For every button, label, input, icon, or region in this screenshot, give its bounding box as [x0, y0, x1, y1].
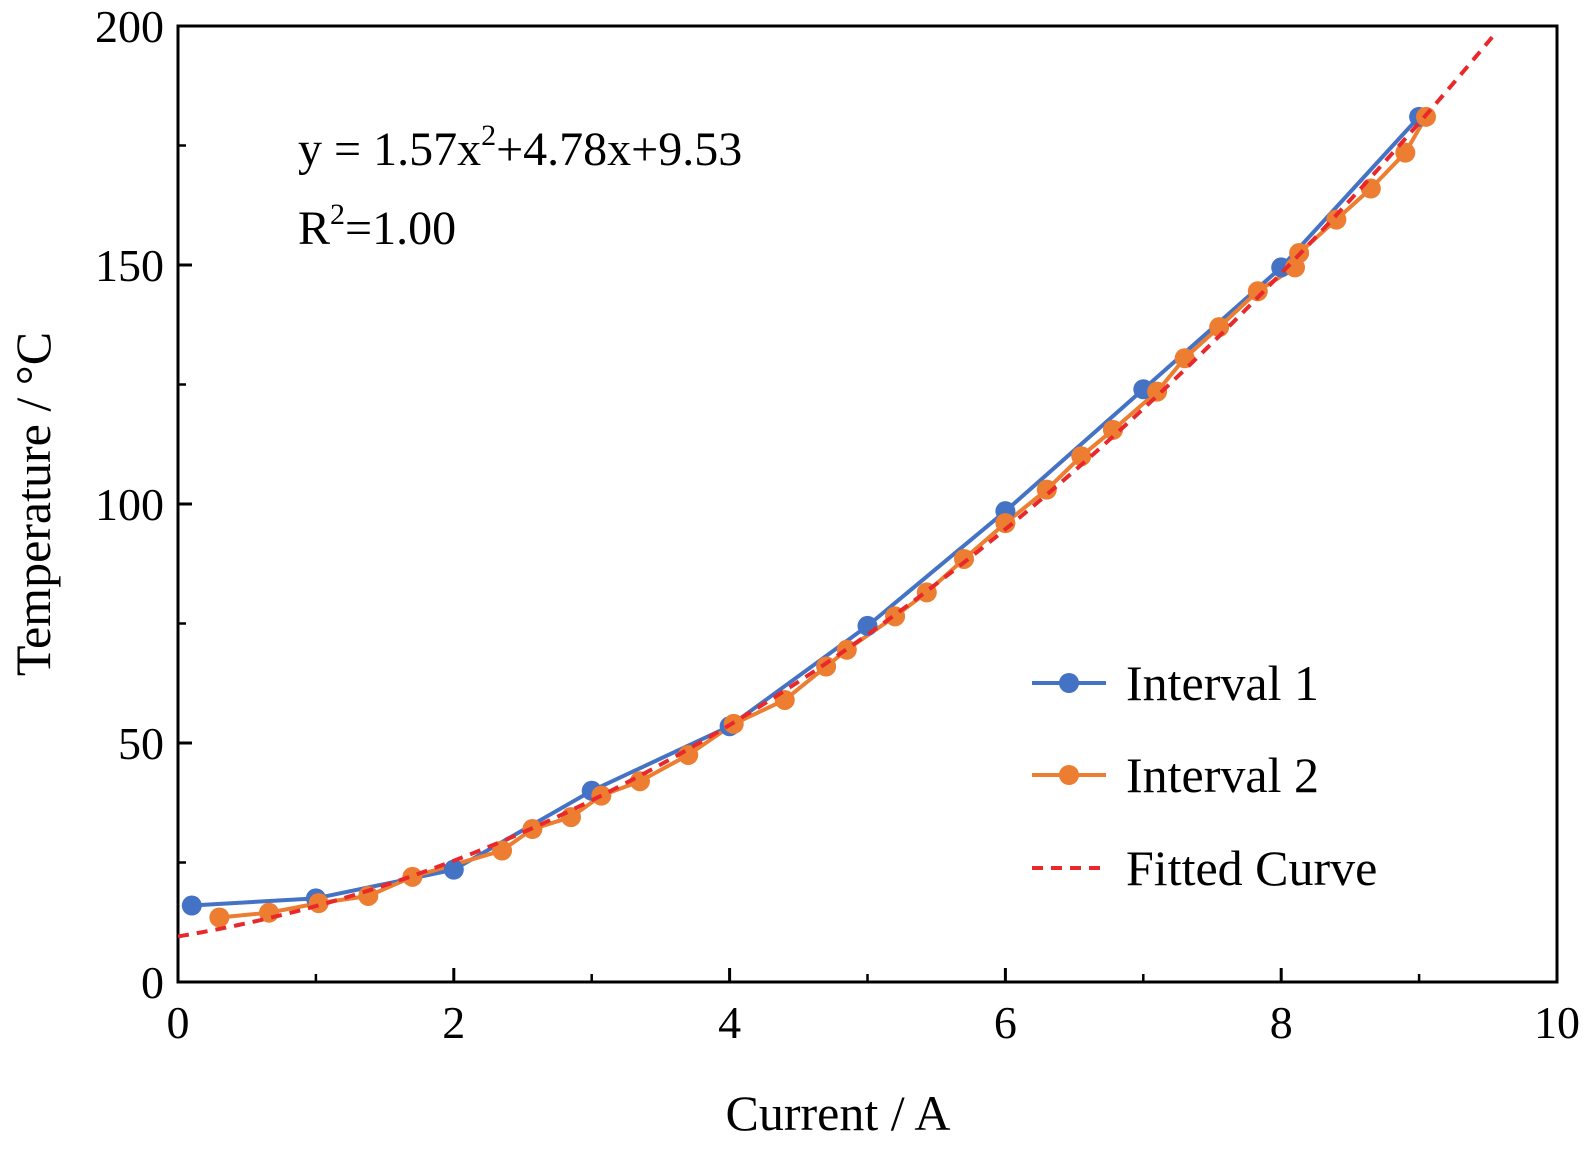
data-point-interval-1 — [1271, 257, 1292, 278]
legend-marker-interval-2 — [1059, 765, 1079, 785]
legend-label-interval-2: Interval 2 — [1126, 747, 1319, 803]
r-squared-prefix: R — [298, 202, 330, 255]
legend-label-fitted-curve: Fitted Curve — [1126, 840, 1377, 896]
r-squared-suffix: =1.00 — [345, 202, 456, 255]
fit-equation-exponent: 2 — [481, 119, 496, 152]
data-point-interval-1 — [181, 895, 202, 916]
data-point-interval-2 — [308, 893, 329, 914]
data-point-interval-2 — [1102, 419, 1123, 440]
fit-equation: y = 1.57x2+4.78x+9.53 — [298, 119, 742, 176]
data-point-interval-2 — [1395, 142, 1416, 163]
data-point-interval-2 — [816, 656, 837, 677]
data-point-interval-2 — [1147, 381, 1168, 402]
x-tick-label: 10 — [1534, 997, 1580, 1048]
data-point-interval-2 — [1360, 178, 1381, 199]
r-squared: R2=1.00 — [298, 198, 456, 255]
axis-ticks — [176, 24, 1559, 984]
data-point-interval-2 — [402, 866, 423, 887]
fit-equation-suffix: +4.78x+9.53 — [496, 123, 742, 176]
y-tick-label: 200 — [95, 1, 164, 52]
y-tick-label: 0 — [141, 957, 164, 1008]
data-point-interval-2 — [209, 907, 230, 928]
legend-marker-interval-1 — [1059, 673, 1079, 693]
y-tick-label: 150 — [95, 240, 164, 291]
x-tick-label: 4 — [718, 997, 741, 1048]
x-tick-label: 2 — [442, 997, 465, 1048]
r-squared-exponent: 2 — [330, 198, 345, 231]
x-tick-label: 6 — [994, 997, 1017, 1048]
y-axis-title: Temperature / °C — [5, 332, 61, 676]
data-point-interval-2 — [1209, 317, 1230, 338]
legend-item-interval-2: Interval 2 — [1032, 747, 1319, 803]
data-point-interval-2 — [995, 513, 1016, 534]
fit-equation-prefix: y = 1.57x — [298, 123, 481, 176]
series-points — [178, 32, 1497, 939]
x-tick-label: 0 — [167, 997, 190, 1048]
data-point-interval-2 — [629, 771, 650, 792]
data-point-interval-2 — [561, 807, 582, 828]
legend-label-interval-1: Interval 1 — [1126, 655, 1319, 711]
x-tick-label: 8 — [1270, 997, 1293, 1048]
fitted-curve-line — [178, 32, 1497, 939]
data-point-interval-2 — [1036, 479, 1057, 500]
data-point-interval-2 — [1326, 209, 1347, 230]
legend-item-interval-1: Interval 1 — [1032, 655, 1319, 711]
y-tick-label: 100 — [95, 479, 164, 530]
data-point-interval-2 — [1247, 281, 1268, 302]
data-point-interval-2 — [1071, 446, 1092, 467]
legend: Interval 1 Interval 2 Fitted Curve — [1032, 655, 1377, 896]
x-axis-title: Current / A — [726, 1085, 951, 1141]
data-point-interval-1 — [443, 859, 464, 880]
legend-item-fitted-curve: Fitted Curve — [1032, 840, 1377, 896]
data-point-interval-2 — [954, 548, 975, 569]
y-tick-label: 50 — [118, 718, 164, 769]
